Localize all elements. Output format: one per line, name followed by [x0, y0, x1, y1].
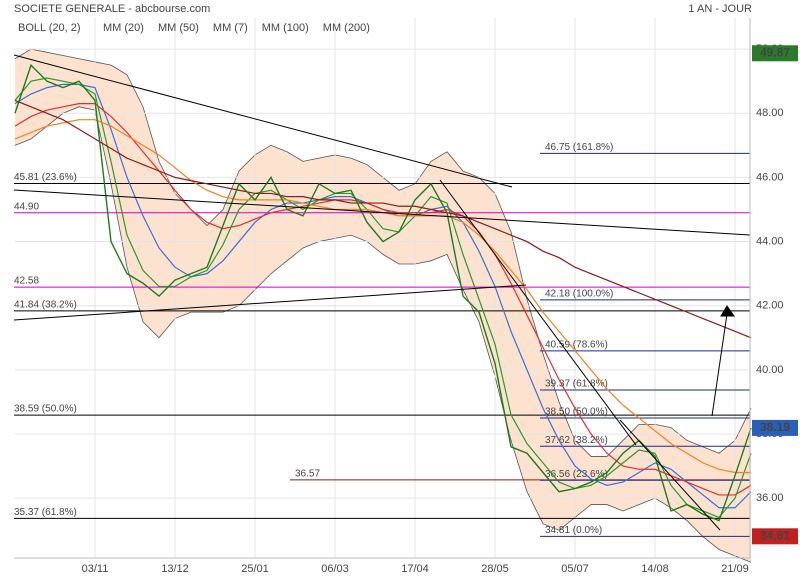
drawings — [13, 54, 751, 531]
trend-line — [13, 189, 751, 236]
level-label: 38.50 (50.0%) — [545, 407, 608, 418]
period: 1 AN - JOUR — [688, 3, 752, 15]
trend-line — [619, 419, 721, 531]
y-tick-label: 44.00 — [756, 235, 784, 247]
level-label: 38.59 (50.0%) — [14, 404, 77, 415]
price-tag-label: 38.19 — [760, 420, 790, 434]
bollinger-lower — [14, 106, 752, 563]
price-tag — [752, 419, 798, 436]
price-tag-label: 34.81 — [760, 528, 790, 542]
x-tick-label: 05/07 — [561, 563, 589, 575]
y-tick-label: 46.00 — [756, 171, 784, 183]
x-tick-label: 13/12 — [161, 563, 189, 575]
legend: BOLL (20, 2) MM (20) MM (50) MM (7) MM (100)… — [18, 22, 370, 34]
level-label: 39.37 (61.8%) — [545, 379, 608, 390]
level-label: 40.59 (78.6%) — [545, 340, 608, 351]
level-label: 36.57 — [295, 469, 320, 480]
level-label: 34.81 (0.0%) — [545, 525, 602, 536]
y-tick-label: 40.00 — [756, 364, 784, 376]
level-label: 41.84 (38.2%) — [14, 299, 77, 310]
ma-line — [14, 103, 752, 496]
legend-label: MM (200) — [323, 22, 370, 34]
price-tag — [752, 45, 798, 62]
x-tick-label: 03/11 — [82, 563, 109, 575]
price-tag-label: 49.87 — [760, 45, 790, 59]
level-label: 36.56 (23.6%) — [545, 469, 608, 480]
x-tick-label: 06/03 — [321, 563, 349, 575]
arrow-head — [720, 305, 735, 317]
chart-title: SOCIETE GENERALE - abcbourse.com — [14, 3, 210, 15]
arrow-line — [711, 313, 728, 417]
trend-line — [13, 54, 513, 188]
legend-label: MM (100) — [262, 22, 309, 34]
trend-line — [439, 179, 637, 446]
level-label: 35.37 (61.8%) — [14, 507, 77, 518]
price-line — [14, 63, 752, 522]
legend-label: MM (7) — [213, 22, 248, 34]
y-tick-label: 36.00 — [756, 492, 784, 504]
y-tick-label: 42.00 — [756, 300, 784, 312]
level-label: 37.62 (38.2%) — [545, 435, 608, 446]
ma-line — [14, 77, 752, 519]
x-tick-label: 28/05 — [481, 563, 509, 575]
y-tick-label: 48.00 — [756, 107, 784, 119]
x-tick-label: 17/04 — [401, 563, 429, 575]
x-tick-label: 25/01 — [241, 563, 269, 575]
legend-label: BOLL (20, 2) — [18, 22, 81, 34]
level-label: 42.18 (100.0%) — [545, 289, 613, 300]
x-tick-label: 21/09 — [721, 563, 749, 575]
legend-label: MM (50) — [158, 22, 199, 34]
level-label: 44.90 — [14, 201, 39, 212]
legend-label: MM (20) — [103, 22, 144, 34]
x-tick-label: 14/08 — [641, 563, 669, 575]
level-label: 42.58 — [14, 276, 39, 287]
ma-line — [14, 99, 752, 339]
price-tag — [752, 528, 798, 545]
level-label: 45.81 (23.6%) — [14, 172, 77, 183]
level-label: 46.75 (161.8%) — [545, 142, 613, 153]
plot: 45.81 (23.6%) 44.90 42.58 41.84 (38.2%) 38.5… — [14, 18, 752, 563]
trend-line — [13, 284, 527, 321]
